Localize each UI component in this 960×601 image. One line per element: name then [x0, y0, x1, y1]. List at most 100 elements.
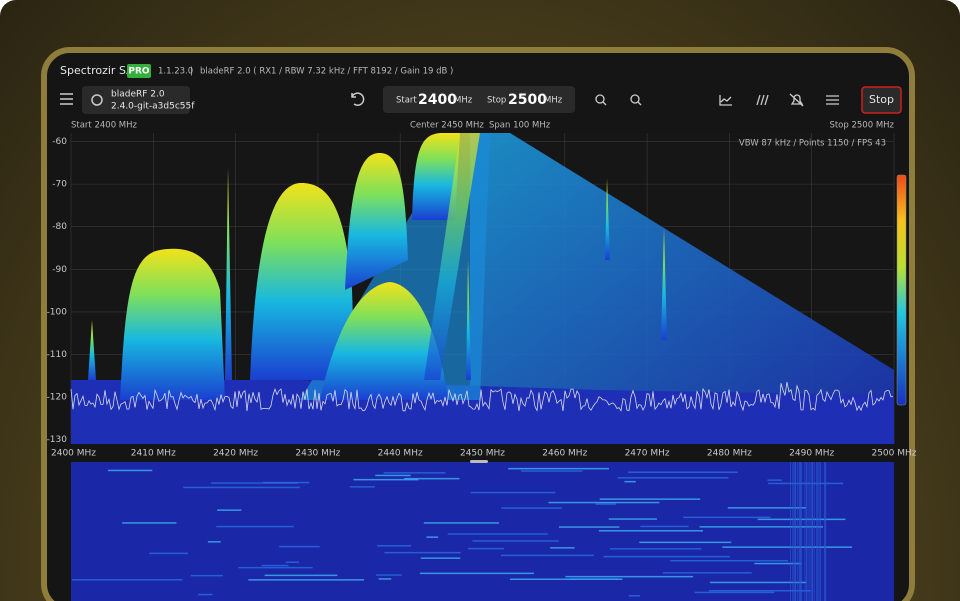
- streak: [279, 545, 320, 548]
- streak: [599, 498, 701, 500]
- streak: [190, 574, 223, 577]
- streak: [628, 595, 641, 597]
- frequency-box[interactable]: [383, 86, 575, 113]
- streak: [508, 467, 609, 470]
- spectrum-3d: [71, 133, 894, 444]
- streak: [767, 479, 782, 481]
- streak: [727, 507, 806, 509]
- stop-value: 2500: [508, 92, 547, 108]
- streak: [683, 516, 771, 519]
- streak: [285, 561, 300, 563]
- streak: [423, 522, 499, 524]
- streak: [261, 564, 289, 567]
- streak: [810, 462, 812, 601]
- streak: [817, 462, 819, 601]
- streak: [818, 462, 820, 601]
- x-tick-label: 2470 MHz: [625, 449, 670, 459]
- streak: [624, 480, 636, 483]
- streak: [510, 578, 623, 580]
- y-tick-label: -80: [52, 222, 67, 232]
- info-stop: Stop 2500 MHz: [829, 121, 894, 131]
- pro-badge: [127, 64, 151, 78]
- stop-button[interactable]: [861, 86, 902, 114]
- streak: [608, 518, 657, 520]
- streak: [806, 462, 808, 601]
- info-center: Center 2450 MHz: [410, 121, 484, 131]
- streak: [813, 462, 815, 601]
- x-tick-label: 2490 MHz: [789, 449, 834, 459]
- streak: [264, 574, 338, 577]
- streak: [790, 462, 791, 601]
- streak: [447, 533, 548, 535]
- streak: [801, 462, 803, 601]
- streak: [628, 471, 738, 473]
- app-name: Spectrozir SA: [60, 64, 134, 77]
- streak: [709, 581, 807, 584]
- device-name: bladeRF 2.0: [111, 90, 165, 100]
- stats: VBW 87 kHz / Points 1150 / FPS 43: [739, 139, 886, 149]
- zoom-icons[interactable]: [595, 94, 642, 106]
- y-tick-label: -60: [52, 137, 67, 147]
- device-button[interactable]: [82, 86, 190, 114]
- view-icons[interactable]: [719, 93, 839, 107]
- x-tick-label: 2430 MHz: [295, 449, 340, 459]
- streak: [419, 572, 534, 575]
- streak: [793, 462, 795, 601]
- streak: [708, 590, 812, 592]
- streak: [122, 522, 177, 524]
- streak: [820, 462, 821, 601]
- x-tick-label: 2460 MHz: [542, 449, 587, 459]
- streak: [699, 526, 823, 528]
- streak: [794, 462, 796, 601]
- streak: [72, 579, 183, 581]
- x-tick-label: 2420 MHz: [213, 449, 258, 459]
- separator: |: [190, 67, 193, 77]
- streak: [640, 525, 689, 528]
- streak: [799, 462, 801, 601]
- streak: [183, 486, 300, 489]
- x-tick-label: 2440 MHz: [378, 449, 423, 459]
- streak: [548, 501, 660, 504]
- streak: [197, 593, 213, 596]
- streak: [248, 579, 365, 581]
- y-tick-label: -90: [52, 265, 67, 275]
- streak: [662, 572, 752, 574]
- streak: [825, 462, 827, 601]
- streak: [376, 574, 402, 576]
- start-value: 2400: [418, 92, 457, 108]
- streak: [377, 545, 412, 547]
- streak: [565, 575, 694, 578]
- splitter-handle[interactable]: [470, 460, 488, 463]
- streak: [804, 462, 806, 601]
- streak: [797, 462, 799, 601]
- streak: [808, 462, 810, 601]
- x-tick-label: 2500 MHz: [871, 449, 916, 459]
- menu-icon[interactable]: [60, 93, 73, 105]
- waterfall: [71, 462, 894, 601]
- streak: [798, 462, 800, 601]
- streak: [824, 462, 826, 601]
- streak: [558, 526, 620, 528]
- streak: [812, 462, 813, 601]
- streak: [472, 540, 559, 542]
- streak: [521, 470, 583, 472]
- streak: [792, 462, 794, 601]
- streak: [768, 482, 844, 485]
- undo-icon[interactable]: [351, 92, 365, 106]
- y-tick-label: -130: [47, 435, 68, 445]
- stop-unit: MHz: [544, 96, 563, 106]
- streak: [694, 591, 775, 594]
- stop-button-label: Stop: [869, 93, 894, 106]
- streak: [467, 547, 505, 550]
- start-label: Start: [396, 96, 417, 106]
- streak: [470, 491, 556, 494]
- gear-icon: [91, 94, 103, 106]
- device-version: 2.4.0-git-a3d5c55f: [111, 102, 195, 112]
- streak: [816, 462, 818, 601]
- streak: [610, 548, 702, 550]
- color-scale[interactable]: [896, 174, 907, 406]
- streak: [262, 481, 310, 484]
- streak: [426, 536, 439, 538]
- y-tick-label: -110: [47, 350, 68, 360]
